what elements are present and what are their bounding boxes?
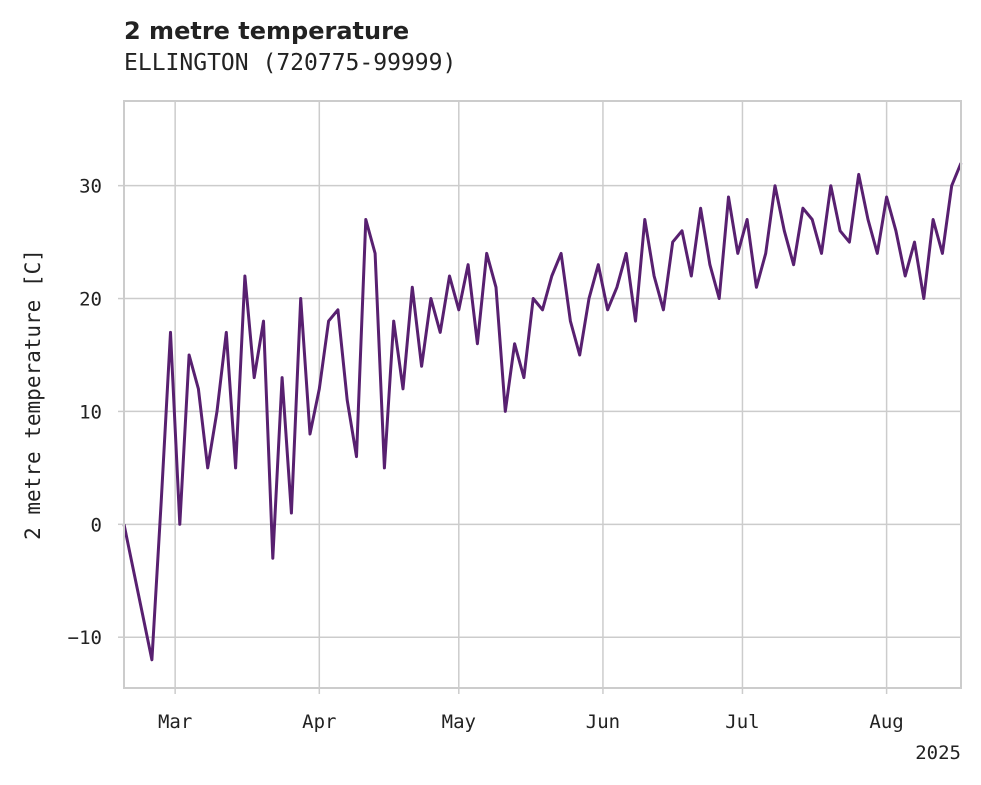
y-tick-label: 0 [91, 514, 102, 536]
y-axis-label: 2 metre temperature [C] [21, 249, 45, 540]
series-layer [122, 162, 963, 662]
x-tick-label: Mar [158, 711, 192, 733]
tick-layer: −10 0 10 20 30 Mar Apr May Jun Jul Aug [68, 176, 904, 733]
y-tick-label: 30 [79, 176, 102, 198]
y-tick-label: −10 [68, 627, 102, 649]
x-tick-label: Apr [302, 711, 336, 733]
chart-title: 2 metre temperature [124, 17, 410, 45]
temperature-series-line [122, 162, 963, 662]
x-tick-label: Jun [586, 711, 620, 733]
y-tick-label: 20 [79, 289, 102, 311]
chart-subtitle: ELLINGTON (720775-99999) [124, 50, 457, 76]
x-axis-year-label: 2025 [915, 742, 961, 764]
plot-frame [123, 100, 962, 689]
x-tick-label: Jul [725, 711, 759, 733]
y-tick-label: 10 [79, 401, 102, 423]
grid-lines [124, 101, 961, 688]
x-tick-label: May [442, 711, 476, 733]
x-tick-label: Aug [869, 711, 903, 733]
